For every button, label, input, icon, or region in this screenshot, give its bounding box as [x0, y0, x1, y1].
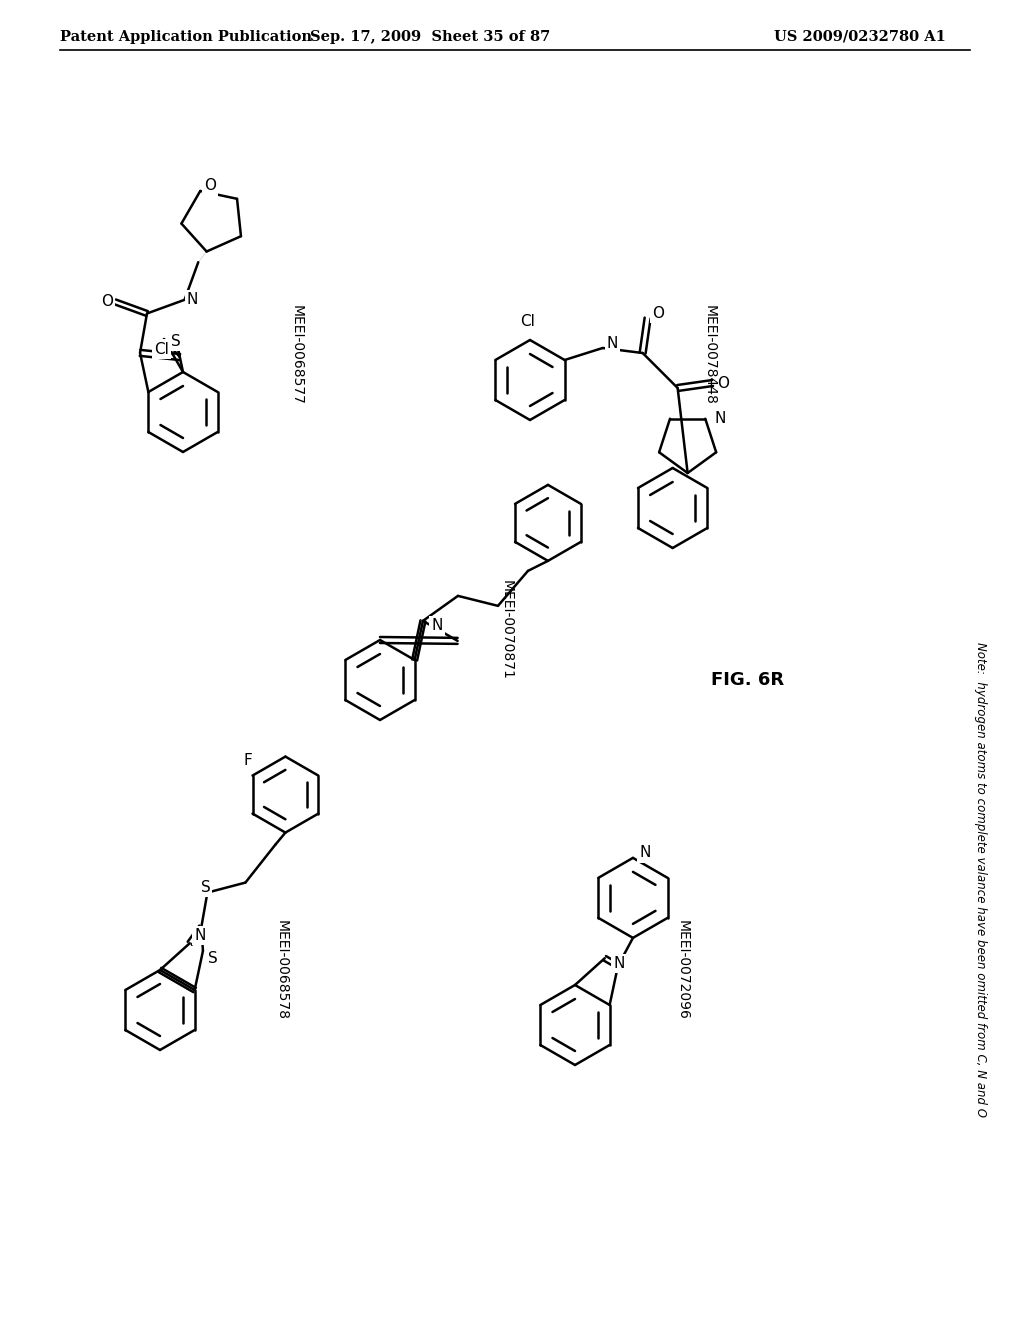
Text: Cl: Cl	[155, 342, 169, 356]
Text: S: S	[201, 880, 210, 895]
Text: N: N	[613, 956, 625, 970]
Text: S: S	[171, 334, 181, 348]
Text: MEEI-0072096: MEEI-0072096	[676, 920, 690, 1020]
Text: Sep. 17, 2009  Sheet 35 of 87: Sep. 17, 2009 Sheet 35 of 87	[310, 30, 550, 44]
Text: N: N	[431, 618, 442, 634]
Text: FIG. 6R: FIG. 6R	[712, 671, 784, 689]
Text: N: N	[715, 412, 726, 426]
Text: O: O	[717, 375, 729, 391]
Text: S: S	[208, 952, 218, 966]
Text: N: N	[194, 928, 206, 942]
Text: N: N	[187, 292, 199, 308]
Text: Cl: Cl	[520, 314, 536, 330]
Text: Patent Application Publication: Patent Application Publication	[60, 30, 312, 44]
Text: N: N	[607, 335, 618, 351]
Text: MEEI-0068577: MEEI-0068577	[290, 305, 304, 405]
Text: N: N	[639, 845, 650, 861]
Text: O: O	[651, 305, 664, 321]
Text: O: O	[204, 178, 216, 194]
Text: MEEI-0068578: MEEI-0068578	[275, 920, 289, 1020]
Text: F: F	[243, 754, 252, 768]
Text: Note:  hydrogen atoms to complete valance have been omitted from C, N and O: Note: hydrogen atoms to complete valance…	[974, 643, 986, 1118]
Text: O: O	[101, 294, 113, 309]
Text: MEEI-0070871: MEEI-0070871	[500, 579, 514, 680]
Text: US 2009/0232780 A1: US 2009/0232780 A1	[774, 30, 946, 44]
Text: MEEI-0078448: MEEI-0078448	[703, 305, 717, 405]
